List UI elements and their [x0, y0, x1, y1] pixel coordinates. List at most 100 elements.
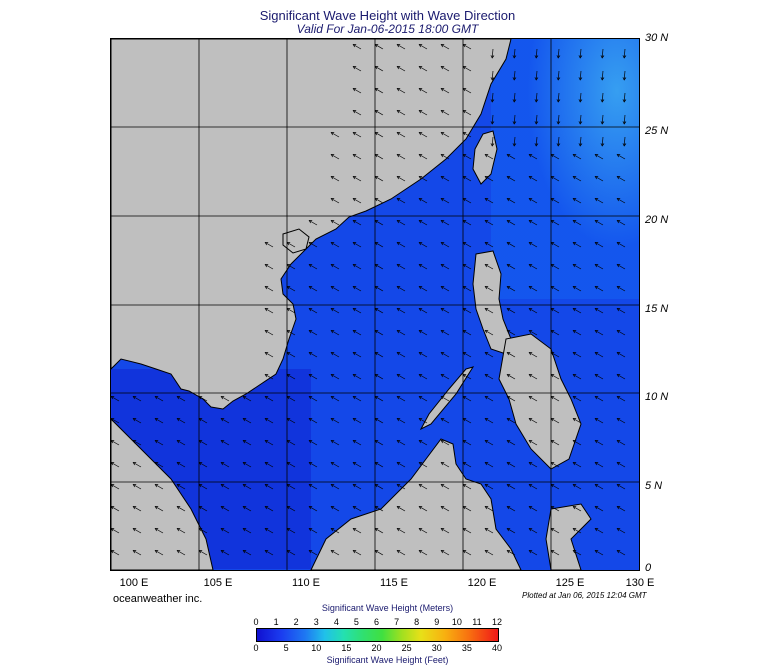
wave-arrow-head: [220, 506, 225, 510]
wave-arrow: [513, 70, 516, 81]
wave-arrow: [551, 264, 560, 270]
wave-arrow: [529, 396, 538, 402]
wave-arrow: [507, 308, 516, 314]
wave-arrow-head: [512, 77, 517, 81]
wave-arrow-head: [418, 88, 423, 92]
wave-arrow-head: [176, 440, 181, 444]
wave-arrow: [485, 154, 494, 160]
wave-arrow-head: [572, 352, 577, 356]
wave-arrow: [529, 528, 538, 534]
wave-arrow-head: [374, 330, 379, 334]
wave-arrow: [529, 550, 538, 556]
colorbar-feet-tick: 20: [371, 643, 382, 653]
wave-arrow-head: [396, 330, 401, 334]
wave-arrow: [551, 154, 560, 160]
wave-arrow: [441, 396, 450, 402]
colorbar-meter-tick: 1: [273, 617, 279, 627]
wave-arrow-head: [154, 506, 159, 510]
wave-arrow: [441, 286, 450, 292]
wave-arrow: [557, 136, 560, 147]
wave-arrow: [601, 70, 604, 81]
wave-arrow: [419, 330, 428, 336]
wave-arrow-head: [594, 550, 599, 554]
wave-arrow-head: [132, 528, 137, 532]
wave-arrow: [397, 66, 406, 72]
wave-arrow-head: [572, 506, 577, 510]
wave-arrow: [529, 176, 538, 182]
wave-arrow: [221, 550, 230, 556]
wave-arrow-head: [352, 220, 357, 224]
wave-arrow: [617, 352, 626, 358]
wave-arrow-head: [462, 396, 467, 400]
wave-arrow-head: [396, 352, 401, 356]
wave-arrow: [441, 154, 450, 160]
wave-arrow: [557, 70, 560, 81]
wave-arrow-head: [462, 528, 467, 532]
wave-arrow-head: [352, 286, 357, 290]
wave-arrow-head: [220, 440, 225, 444]
wave-arrow: [221, 396, 230, 402]
wave-arrow-head: [374, 484, 379, 488]
wave-arrow-head: [556, 55, 561, 59]
wave-arrow-head: [484, 374, 489, 378]
wave-arrow-head: [286, 462, 291, 466]
wave-arrow: [441, 132, 450, 138]
wave-arrow-head: [512, 99, 517, 103]
wave-arrow: [419, 88, 428, 94]
wave-arrow-head: [484, 528, 489, 532]
wave-arrow: [353, 396, 362, 402]
wave-arrow: [419, 308, 428, 314]
wave-arrow: [309, 396, 318, 402]
wave-arrow: [353, 418, 362, 424]
wave-arrow-head: [154, 550, 159, 554]
wave-arrow: [265, 264, 274, 270]
wave-arrow: [579, 92, 582, 103]
wave-arrow-head: [616, 528, 621, 532]
wave-arrow: [155, 506, 164, 512]
wave-arrow-head: [111, 484, 115, 488]
wave-arrow: [601, 114, 604, 125]
wave-arrow-head: [622, 99, 627, 103]
wave-arrow-head: [308, 352, 313, 356]
wave-arrow-head: [462, 154, 467, 158]
wave-arrow: [485, 330, 494, 336]
wave-arrow-head: [616, 176, 621, 180]
wave-arrow: [265, 242, 274, 248]
wave-arrow-head: [352, 330, 357, 334]
wave-arrow: [529, 484, 538, 490]
wave-arrow-head: [462, 440, 467, 444]
wave-arrow-head: [396, 198, 401, 202]
wave-arrow-head: [572, 484, 577, 488]
wave-arrow-head: [550, 176, 555, 180]
wave-arrow: [617, 220, 626, 226]
wave-arrow: [265, 462, 274, 468]
wave-arrow-head: [308, 330, 313, 334]
wave-arrow: [375, 264, 384, 270]
wave-arrow-head: [484, 176, 489, 180]
wave-arrow-head: [616, 308, 621, 312]
wave-arrow-head: [512, 55, 517, 59]
wave-arrow: [529, 286, 538, 292]
wave-arrow: [441, 550, 450, 556]
wave-arrow: [617, 374, 626, 380]
wave-arrow-head: [462, 176, 467, 180]
wave-arrow: [419, 66, 428, 72]
wave-arrow: [535, 70, 538, 81]
wave-arrow: [419, 198, 428, 204]
wave-arrow: [221, 462, 230, 468]
wave-arrow-head: [616, 484, 621, 488]
wave-arrow: [265, 440, 274, 446]
wave-arrow: [513, 114, 516, 125]
wave-arrow-head: [418, 176, 423, 180]
wave-arrow: [353, 66, 362, 72]
wave-arrow-head: [594, 308, 599, 312]
wave-arrow-head: [550, 220, 555, 224]
wave-arrow-head: [418, 352, 423, 356]
wave-arrow-head: [506, 286, 511, 290]
wave-arrow: [199, 440, 208, 446]
wave-arrow-head: [418, 528, 423, 532]
wave-arrow: [529, 330, 538, 336]
wave-arrow: [265, 506, 274, 512]
wave-arrow: [287, 396, 296, 402]
wave-arrow-head: [198, 506, 203, 510]
